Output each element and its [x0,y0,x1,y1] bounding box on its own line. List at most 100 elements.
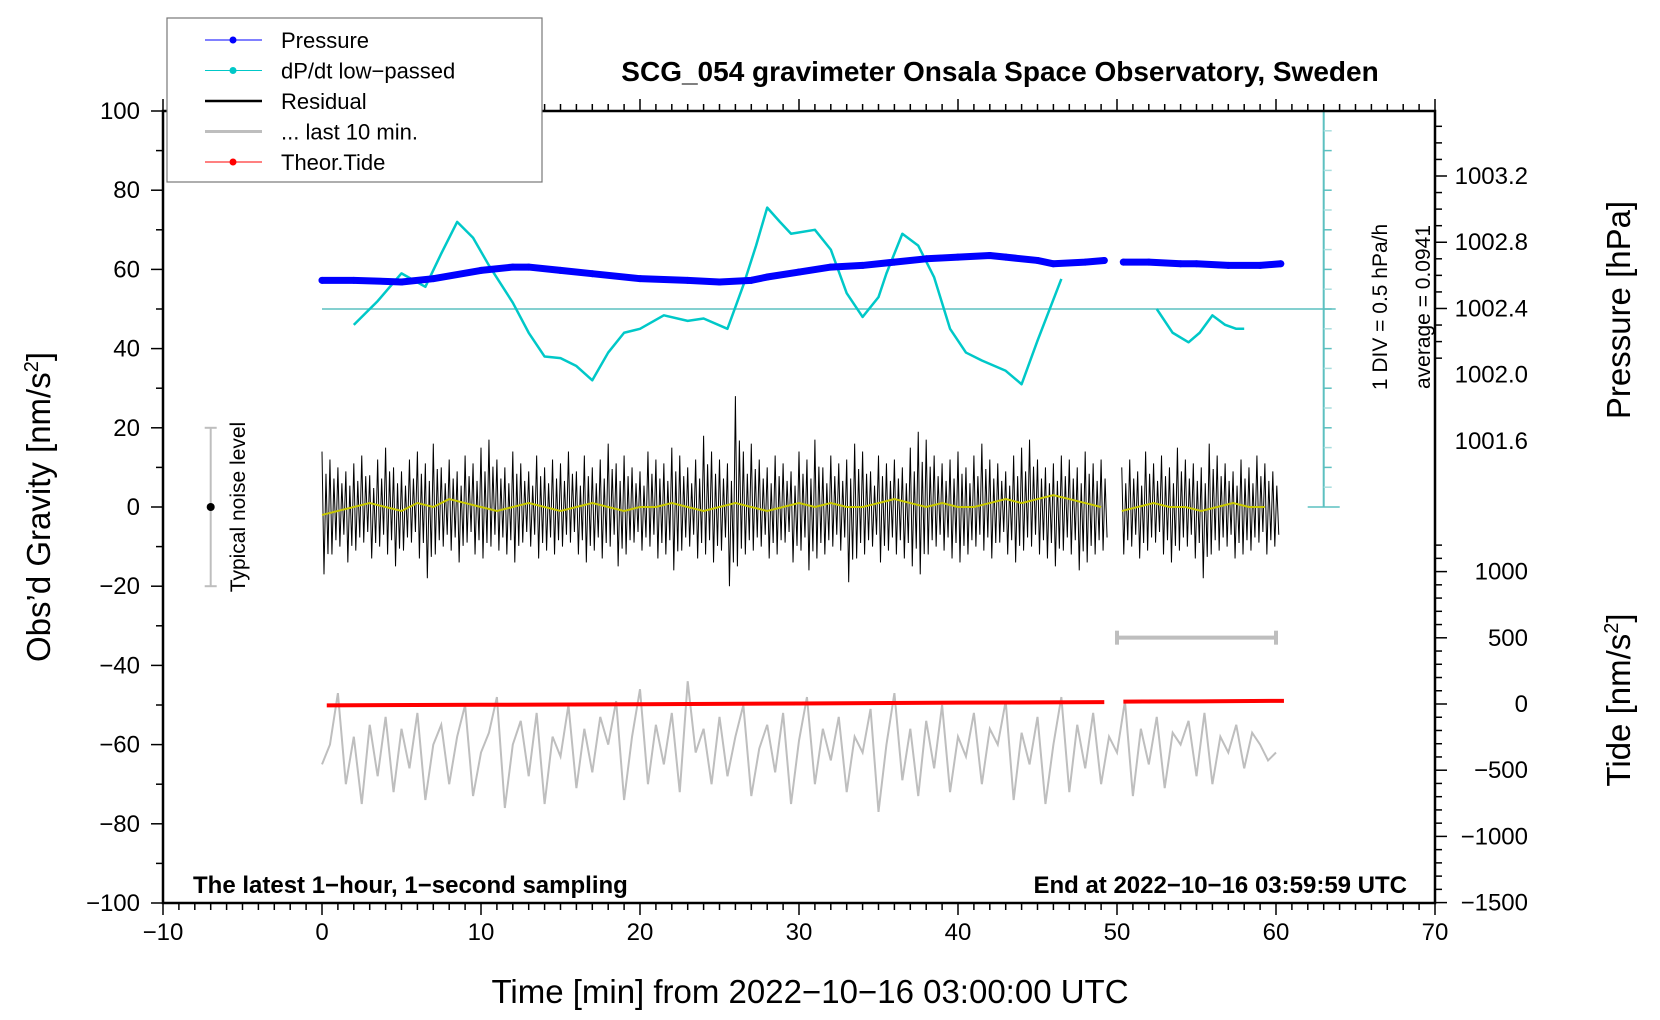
y-tick-label: 100 [100,98,140,125]
y-tick-label: 40 [113,336,140,363]
pressure-point [684,276,692,284]
x-tick-label: 50 [1104,919,1131,946]
y-tick-label: −60 [99,732,140,759]
pressure-point [1193,260,1200,268]
legend-marker-1 [229,67,237,74]
tide-tick-label: −1000 [1461,823,1528,850]
tide-tick-label: 1000 [1475,559,1528,586]
pressure-point [1119,258,1127,266]
pressure-point [636,275,644,283]
pressure-point [1145,258,1153,266]
pressure-point [1081,258,1089,266]
pressure-point [318,276,326,284]
pressure-point [795,268,803,276]
y-tick-label: 20 [113,415,140,442]
pressure-point [1224,261,1232,269]
pressure-point [1034,256,1041,264]
x-tick-label: 0 [315,919,328,946]
noise-level-label: Typical noise level [227,422,250,592]
pressure-point [1256,261,1264,269]
noise-level-dot [206,503,215,511]
last10-line [321,681,1277,813]
pressure-point [1002,253,1010,261]
pressure-point [716,278,723,286]
legend: Pressure dP/dt low−passed Residual ... last… [166,17,543,183]
pressure-point [827,263,835,271]
legend-marker-4 [229,158,237,166]
y-label-tide-sup: 2 [1601,623,1623,634]
residual-smoothed-line [1121,502,1265,512]
y-axis-label-left: Obs’d Gravity [nm/s2] [20,352,57,662]
pressure-point [588,270,596,278]
y-label-tide-text: Tide [nm/s [1600,634,1637,787]
y-tick-label: −80 [99,811,140,838]
dpdt-line [352,206,1063,386]
tide-line [326,700,1105,708]
pressure-tick-label: 1002.4 [1455,295,1528,322]
pressure-point [1049,260,1057,268]
y-tick-label: −20 [99,573,140,600]
dpdt-line [1155,308,1245,344]
legend-label: Theor.Tide [281,150,385,175]
x-tick-label: 20 [627,919,654,946]
tide-tick-label: 0 [1515,691,1528,718]
pressure-tick-label: 1002.0 [1455,362,1528,389]
residual-line [1121,443,1280,579]
y-axis-label-pressure: Pressure [hPa] [1600,201,1637,419]
y-tick-label: 60 [113,256,140,283]
tide-line [1123,698,1284,704]
chart-title: SCG_054 gravimeter Onsala Space Observat… [621,56,1378,87]
pressure-point [557,266,564,274]
residual-smoothed-line [321,494,1102,516]
tide-tick-label: 500 [1488,625,1528,652]
pressure-point [954,253,962,261]
x-tick-label: 60 [1263,919,1290,946]
pressure-point [525,263,533,271]
y-tick-label: −100 [86,890,140,917]
y-label-left-text: Obs’d Gravity [nm/s [20,372,57,662]
y-tick-label: −40 [99,652,140,679]
pressure-point [890,258,898,266]
residual-line [321,396,1108,587]
x-tick-label: −10 [143,919,184,946]
legend-label: Pressure [281,28,369,53]
y-axis-label-tide: Tide [nm/s2] [1600,613,1637,786]
y-tick-label: 0 [127,494,140,521]
y-tick-label: 80 [113,177,140,204]
y-label-left-sup: 2 [21,361,43,372]
tide-tick-label: −500 [1474,757,1528,784]
pressure-tick-label: 1003.2 [1455,163,1528,190]
y-label-left-end: ] [20,352,57,361]
y-label-tide-end: ] [1600,613,1637,622]
average-label: average = 0.0941 [1412,225,1435,389]
pressure-point [747,276,755,284]
footer-right: End at 2022−10−16 03:59:59 UTC [1033,872,1407,899]
x-tick-label: 10 [468,919,495,946]
x-axis-label: Time [min] from 2022−10−16 03:00:00 UTC [491,973,1128,1010]
pressure-point [859,261,867,269]
x-tick-label: 40 [945,919,972,946]
x-tick-label: 30 [786,919,813,946]
tide-tick-label: −1500 [1461,890,1528,917]
pressure-tick-label: 1001.6 [1455,428,1528,455]
pressure-point [986,251,994,259]
pressure-tick-label: 1002.8 [1455,229,1528,256]
pressure-point [350,276,358,284]
pressure-point [1277,260,1285,268]
x-tick-label: 70 [1422,919,1449,946]
legend-marker-0 [229,36,237,44]
pressure-point [398,278,405,286]
pressure-point [1100,256,1108,264]
pressure-point [509,263,517,271]
pressure-point [922,255,930,263]
pressure-point [1177,260,1185,268]
pressure-point [477,266,485,274]
legend-label: dP/dt low−passed [281,59,455,84]
footer-left: The latest 1−hour, 1−second sampling [193,872,628,899]
div-label: 1 DIV = 0.5 hPa/h [1369,224,1392,390]
legend-label: Residual [281,89,367,114]
pressure-point [763,273,771,281]
legend-label: ... last 10 min. [281,120,418,145]
pressure-point [429,275,437,283]
